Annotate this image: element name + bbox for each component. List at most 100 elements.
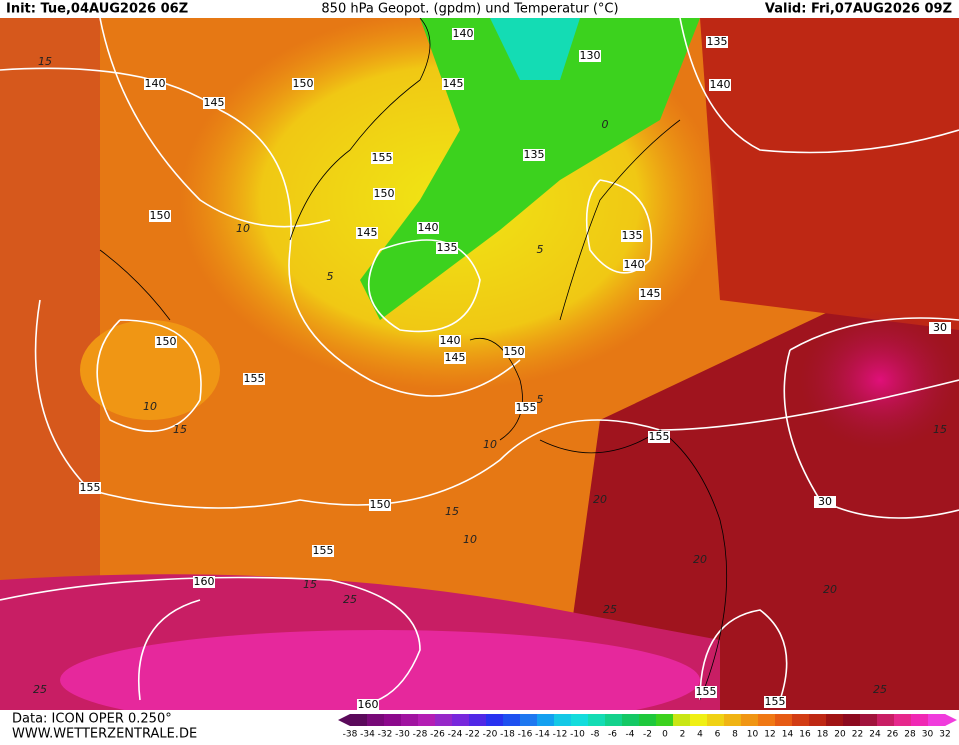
contour-label-box [523, 149, 545, 161]
temperature-label: 15 [173, 423, 187, 436]
colorbar-tick-label: 32 [939, 730, 950, 740]
colorbar-swatch [877, 714, 895, 726]
geopotential-label: 145 [640, 287, 661, 300]
coastlines [99, 17, 728, 701]
colorbar-swatch [469, 714, 487, 726]
geopotential-label: 150 [370, 498, 391, 511]
geopotential-label: 155 [649, 430, 670, 443]
contour-label-box [442, 78, 464, 90]
geopotential-label: 30 [818, 495, 832, 508]
contour-label-box [579, 50, 601, 62]
temperature-label: 5 [537, 243, 544, 256]
colorbar-tick-label: -28 [413, 730, 428, 740]
colorbar-swatch [435, 714, 453, 726]
geopotential-label: 150 [293, 77, 314, 90]
colorbar-tick-label: -6 [608, 730, 617, 740]
geopotential-label: 155 [516, 401, 537, 414]
contour-label-box [312, 545, 334, 557]
geopotential-label: 140 [440, 334, 461, 347]
contour-label-box [639, 288, 661, 300]
colorbar-swatch [486, 714, 504, 726]
geopotential-label: 30 [933, 321, 947, 334]
temperature-label: 25 [603, 603, 617, 616]
geopotential-label: 140 [145, 77, 166, 90]
geopotential-label: 150 [156, 335, 177, 348]
contour-label-box [155, 336, 177, 348]
geopotential-label: 150 [504, 345, 525, 358]
colorbar-tick-label: 2 [680, 730, 686, 740]
colorbar-tick-label: -2 [643, 730, 652, 740]
geopotential-label: 145 [204, 96, 225, 109]
colorbar-swatch [741, 714, 759, 726]
colorbar-tick-label: -26 [430, 730, 445, 740]
colorbar-tick-label: -30 [395, 730, 410, 740]
colorbar-tick-label: -4 [626, 730, 635, 740]
temperature-label: 20 [823, 583, 837, 596]
geopotential-label: 140 [418, 221, 439, 234]
geopotential-label: 135 [437, 241, 458, 254]
colorbar-arrow-left [338, 714, 350, 726]
colorbar-swatch [707, 714, 725, 726]
colorbar-tick-label: -16 [518, 730, 533, 740]
colorbar-tick-label: 14 [782, 730, 794, 740]
colorbar-swatch [690, 714, 708, 726]
colorbar-tick-label: 0 [662, 730, 668, 740]
colorbar-swatch [673, 714, 691, 726]
geopotential-label: 130 [580, 49, 601, 62]
temperature-label: 25 [33, 683, 47, 696]
colorbar-arrow-right [945, 714, 957, 726]
colorbar-tick-label: -38 [343, 730, 358, 740]
colorbar-tick-label: 24 [869, 730, 881, 740]
contour-label-box [436, 242, 458, 254]
colorbar-tick-label: -34 [360, 730, 375, 740]
colorbar-swatch [843, 714, 861, 726]
colorbar-swatch [826, 714, 844, 726]
temperature-label: 10 [463, 533, 477, 546]
colorbar-swatch [571, 714, 589, 726]
contour-label-box [814, 496, 836, 508]
colorbar-swatch [775, 714, 793, 726]
geopotential-label: 145 [357, 226, 378, 239]
contour-label-box [203, 97, 225, 109]
colorbar-swatch [503, 714, 521, 726]
map-title: 850 hPa Geopot. (gpdm) und Temperatur (°… [321, 2, 618, 17]
cool-west [80, 320, 220, 420]
temperature-label: 25 [343, 593, 357, 606]
colorbar-swatch [792, 714, 810, 726]
colorbar: -38 -34 -32 -30 -28 -26 -24 -22 -20 -18 -16 -14 -12-… [338, 714, 957, 740]
geopotential-label: 140 [624, 258, 645, 271]
temperature-label: 15 [445, 505, 459, 518]
colorbar-tick-label: 16 [799, 730, 811, 740]
geopotential-label: 135 [622, 229, 643, 242]
geopotential-label: 155 [765, 695, 786, 708]
colorbar-tick-label: 30 [922, 730, 934, 740]
contour-label-box [292, 78, 314, 90]
colorbar-swatch [588, 714, 606, 726]
geopotential-label: 150 [374, 187, 395, 200]
contour-label-box [444, 352, 466, 364]
colorbar-swatch [928, 714, 946, 726]
colorbar-tick-label: 10 [747, 730, 759, 740]
temperature-label: 10 [236, 222, 250, 235]
geopotential-label: 145 [443, 77, 464, 90]
temperature-label: 5 [537, 393, 544, 406]
contour-label-box [695, 686, 717, 698]
colorbar-swatch [656, 714, 674, 726]
contour-label-box [193, 576, 215, 588]
contour-label-box [515, 402, 537, 414]
colorbar-swatch [520, 714, 538, 726]
geopotential-label: 160 [194, 575, 215, 588]
colorbar-swatch [452, 714, 470, 726]
temperature-label: 10 [143, 400, 157, 413]
hot-core-south [60, 630, 700, 730]
colorbar-tick-label: 28 [904, 730, 916, 740]
contour-label-box [621, 230, 643, 242]
geopotential-label: 145 [445, 351, 466, 364]
colorbar-swatch [724, 714, 742, 726]
colorbar-tick-label: 20 [834, 730, 846, 740]
temperature-label: 15 [38, 55, 52, 68]
colorbar-swatch [401, 714, 419, 726]
